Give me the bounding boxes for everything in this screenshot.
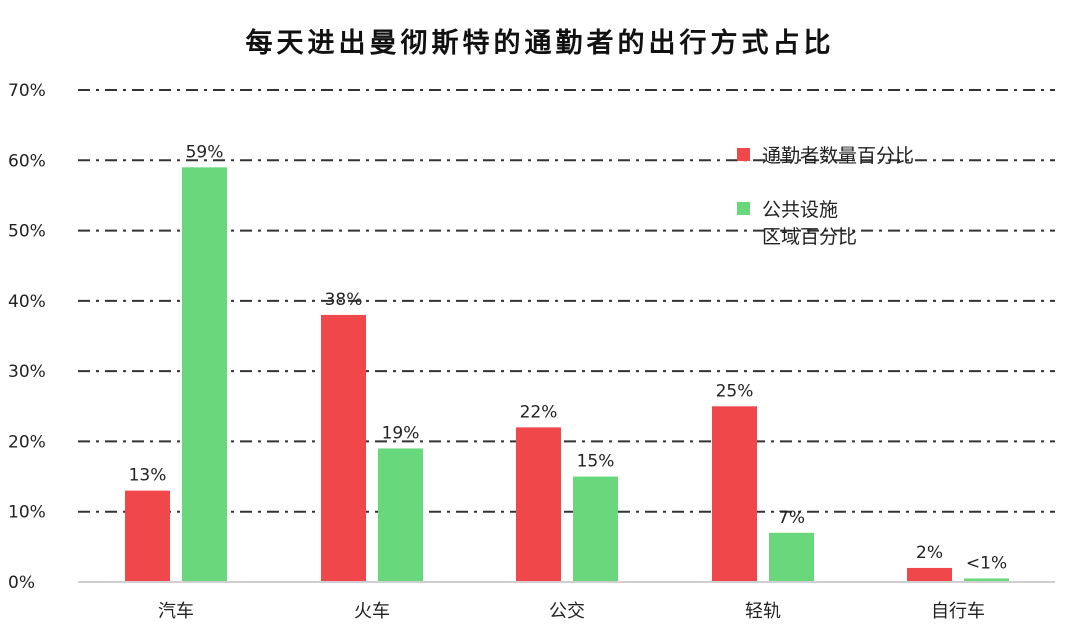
bar-facilities: [378, 448, 423, 582]
x-category-label: 轻轨: [745, 601, 781, 622]
x-category-label: 自行车: [931, 601, 985, 622]
bar-value-label: 13%: [129, 466, 167, 486]
bar-commuters: [712, 406, 757, 582]
y-tick-label: 0%: [8, 573, 35, 593]
bar-value-label: 22%: [520, 402, 558, 422]
bar-facilities: [573, 476, 618, 582]
bar-facilities: [964, 578, 1009, 582]
y-tick-label: 60%: [8, 151, 46, 171]
bar-value-label: 7%: [778, 508, 805, 528]
y-tick-label: 30%: [8, 362, 46, 382]
y-tick-label: 10%: [8, 503, 46, 523]
bar-value-label: 19%: [382, 423, 420, 443]
legend-swatch: [737, 148, 750, 161]
bar-facilities: [182, 167, 227, 583]
bar-value-label: <1%: [966, 553, 1007, 573]
legend-swatch: [737, 202, 750, 215]
data-labels: 13% 59% 38% 19% 22% 15% 25% 7% 2% <1%: [129, 142, 1008, 573]
x-axis-categories: 汽车 火车 公交 轻轨 自行车: [158, 601, 985, 622]
bar-commuters: [907, 567, 952, 582]
bar-value-label: 2%: [916, 543, 943, 563]
y-tick-label: 70%: [8, 81, 46, 101]
y-axis-ticks: 0% 10% 20% 30% 40% 50% 60% 70%: [8, 81, 46, 593]
y-tick-label: 40%: [8, 292, 46, 312]
x-category-label: 公交: [549, 601, 585, 622]
legend-label: 区域百分比: [762, 226, 857, 248]
grid-lines: [78, 89, 1055, 513]
bar-commuters: [516, 427, 561, 582]
bar-value-label: 25%: [716, 381, 754, 401]
y-tick-label: 20%: [8, 432, 46, 452]
bar-commuters: [321, 314, 366, 582]
bars: [125, 167, 1009, 583]
chart-title: 每天进出曼彻斯特的通勤者的出行方式占比: [246, 27, 835, 59]
bar-value-label: 38%: [325, 290, 363, 310]
x-category-label: 汽车: [158, 601, 194, 622]
bar-commuters: [125, 490, 170, 582]
y-tick-label: 50%: [8, 222, 46, 242]
bar-value-label: 15%: [577, 452, 615, 472]
legend-label: 公共设施: [762, 199, 838, 221]
legend-label: 通勤者数量百分比: [762, 145, 914, 167]
bar-value-label: 59%: [186, 142, 224, 162]
x-category-label: 火车: [354, 601, 390, 622]
bar-facilities: [769, 532, 814, 582]
